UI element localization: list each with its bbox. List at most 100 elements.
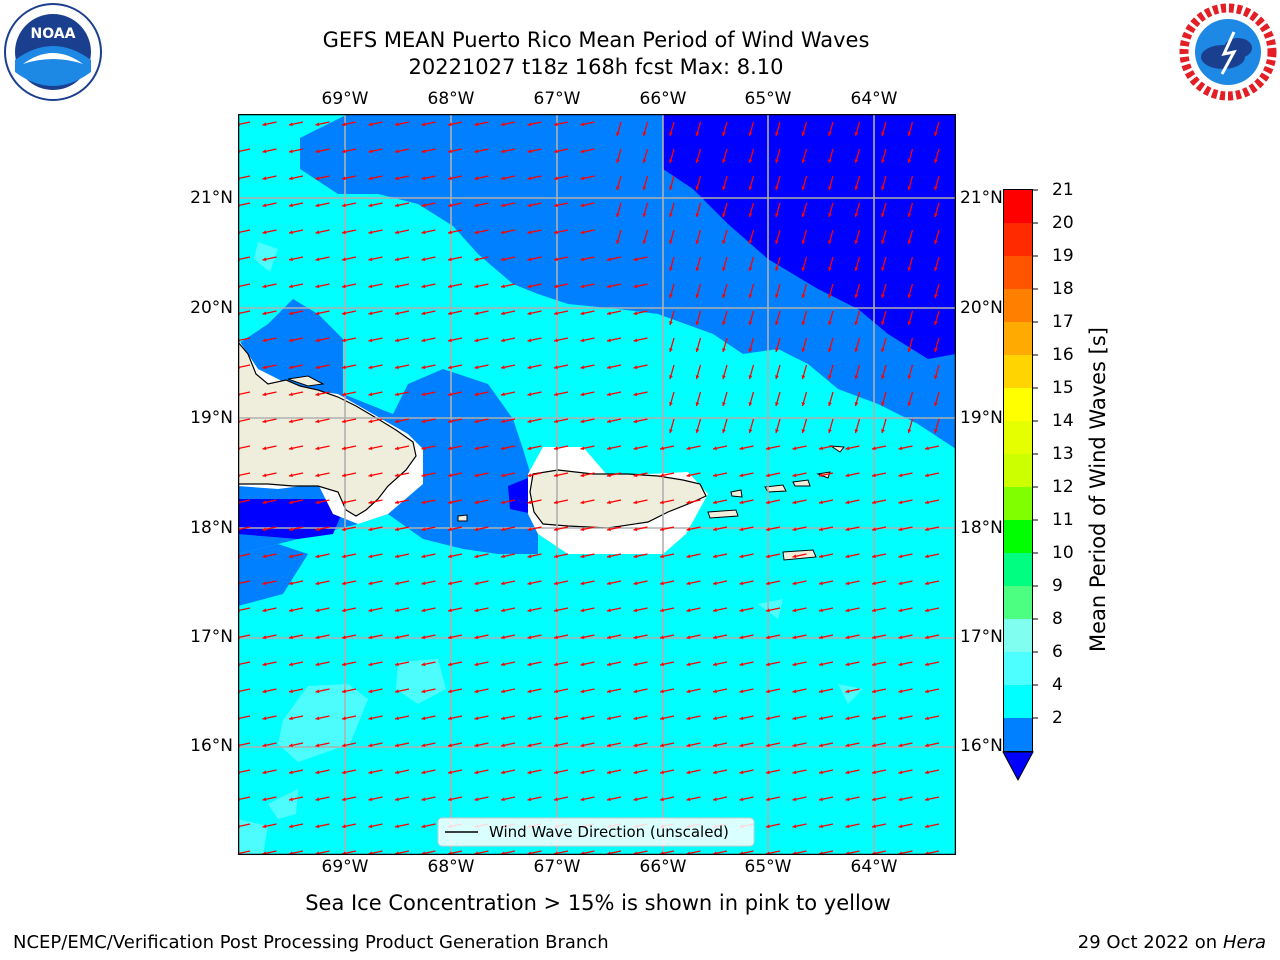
wind-arrow-head [925, 797, 929, 802]
wind-arrow-head [828, 186, 832, 190]
wind-arrow-head [395, 662, 399, 667]
wind-arrow-head [801, 186, 806, 190]
wind-arrow-head [660, 797, 664, 802]
wind-arrow-head [642, 213, 647, 217]
wind-arrow-head [580, 716, 585, 721]
wind-arrow-head [845, 554, 850, 559]
wind-arrow-head [580, 176, 585, 181]
colorbar-segment [1004, 685, 1032, 719]
wind-arrow-head [854, 213, 859, 217]
wind-arrow-head [819, 797, 823, 802]
wind-arrow-head [686, 608, 691, 613]
wind-arrow-head [607, 770, 611, 775]
wind-arrow-head [501, 689, 505, 694]
wind-arrow-head [474, 365, 479, 370]
wind-arrow-head [527, 365, 532, 370]
colorbar-segment [1004, 454, 1032, 488]
wind-arrow-head [554, 716, 558, 721]
wind-arrow-head [342, 473, 346, 478]
wind-arrow-head [315, 662, 320, 667]
wind-arrow-head [607, 554, 611, 559]
wind-arrow-head [501, 770, 505, 775]
wind-arrow-head [845, 797, 850, 802]
wind-arrow-head [501, 554, 505, 559]
wind-arrow-head [775, 132, 779, 136]
wind-arrow-head [448, 257, 452, 262]
wind-arrow-head [934, 429, 938, 433]
wind-arrow-head [775, 429, 779, 433]
wind-arrow-head [898, 743, 903, 748]
wind-arrow-head [872, 554, 876, 559]
wind-arrow-head [421, 743, 426, 748]
wind-arrow-head [669, 294, 673, 298]
wind-arrow-head [448, 473, 452, 478]
wind-arrow-head [289, 797, 293, 802]
wind-arrow-head [713, 662, 717, 667]
wind-arrow-head [748, 159, 753, 163]
wind-arrow [239, 283, 251, 288]
wind-arrow-head [262, 743, 267, 748]
colorbar-frame [1003, 189, 1033, 752]
wind-arrow-head [881, 429, 885, 433]
wind-arrow-head [819, 527, 823, 532]
colorbar-segment [1004, 355, 1032, 389]
wind-arrow-head [907, 159, 912, 163]
wind-arrow-head [395, 851, 399, 854]
wind-arrow-head [527, 149, 532, 154]
wind-arrow-head [554, 419, 558, 424]
wind-arrow-head [262, 608, 267, 613]
wind-arrow-head [448, 608, 452, 613]
wind-arrow-head [580, 743, 585, 748]
wind-arrow-head [421, 338, 426, 343]
wind-arrow-head [872, 446, 876, 451]
wind-arrow-head [474, 203, 479, 208]
colorbar-tick-label: 11 [1052, 510, 1074, 530]
wind-arrow-head [448, 581, 452, 586]
wind-arrow-head [713, 851, 717, 854]
wind-arrow-head [368, 311, 373, 316]
wind-arrow-head [368, 176, 373, 181]
wind-arrow-head [722, 186, 726, 190]
wind-arrow-head [554, 662, 558, 667]
wind-arrow-head [342, 716, 346, 721]
wind-arrow-head [845, 608, 850, 613]
wind-arrow-head [642, 159, 647, 163]
wind-arrow-head [262, 203, 267, 208]
wind-arrow-head [748, 294, 753, 298]
wind-arrow-head [792, 797, 797, 802]
wind-arrow-head [686, 473, 691, 478]
wind-arrow-head [775, 402, 779, 406]
wind-arrow-head [775, 213, 779, 217]
wind-arrow-head [713, 554, 717, 559]
wind-arrow-head [695, 186, 700, 190]
wind-arrow-head [766, 770, 770, 775]
wind-arrow-head [907, 402, 912, 406]
wind-arrow-head [633, 662, 638, 667]
wind-arrow-head [607, 311, 611, 316]
wind-arrow-head [819, 770, 823, 775]
wind-arrow-head [828, 267, 832, 271]
wind-arrow-head [881, 294, 885, 298]
wind-arrow-head [368, 554, 373, 559]
wind-arrow-head [633, 797, 638, 802]
wind-arrow-head [660, 689, 664, 694]
wind-arrow-head [854, 186, 859, 190]
wind-arrow-head [315, 176, 320, 181]
footer-host: Hera [1222, 932, 1266, 953]
wind-arrow [239, 823, 251, 828]
wind-arrow-head [289, 419, 293, 424]
wind-arrow-head [580, 365, 585, 370]
wind-arrow-head [501, 446, 505, 451]
wind-arrow-head [616, 186, 620, 190]
wind-arrow-head [660, 851, 664, 854]
wind-arrow-head [580, 662, 585, 667]
wind-arrow-head [580, 554, 585, 559]
wind-arrow-head [262, 284, 267, 289]
wind-arrow-head [395, 770, 399, 775]
wind-arrow-head [907, 267, 912, 271]
wind-arrow-head [262, 122, 267, 127]
wind-arrow-head [792, 554, 797, 559]
lon-tick-top: 66°W [639, 89, 687, 109]
wind-arrow-head [262, 662, 267, 667]
wind-arrow-head [819, 608, 823, 613]
